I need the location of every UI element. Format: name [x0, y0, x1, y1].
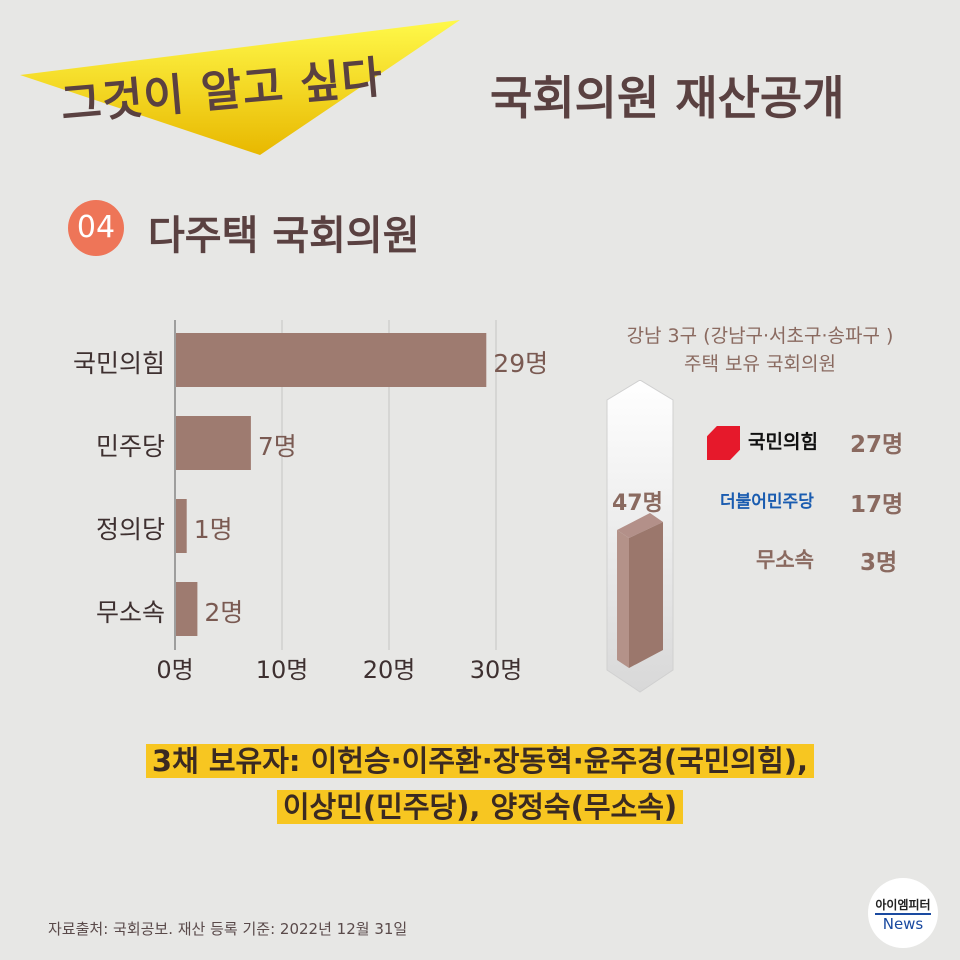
bar	[176, 582, 198, 636]
category-label: 국민의힘	[72, 349, 165, 378]
party-count-ppp: 27명	[850, 432, 904, 458]
gangnam-title: 강남 3구 (강남구·서초구·송파구 ) 주택 보유 국회의원	[580, 322, 940, 378]
x-tick-label: 10명	[255, 656, 309, 684]
data-label: 29명	[493, 349, 549, 378]
party-name-dp: 더불어민주당	[720, 492, 814, 512]
section-number-badge: 04	[68, 200, 124, 256]
three-house-owners-note: 3채 보유자: 이헌승·이주환·장동혁·윤주경(국민의힘), 이상민(민주당),…	[80, 738, 880, 830]
x-tick-label: 30명	[469, 656, 523, 684]
logo-bottom: News	[882, 915, 924, 933]
party-count-ind: 3명	[860, 550, 898, 576]
bar-chart	[174, 320, 497, 650]
note-line2: 이상민(민주당), 양정숙(무소속)	[276, 790, 684, 824]
data-label: 2명	[204, 598, 244, 627]
total-bar-graphic	[606, 380, 674, 693]
data-label: 1명	[193, 515, 233, 544]
party-name-ppp: 국민의힘	[748, 431, 818, 453]
category-label: 무소속	[95, 598, 165, 627]
logo-top: 아이엠피터	[875, 896, 931, 915]
bar	[176, 499, 187, 553]
bar	[176, 416, 251, 470]
section-title: 다주택 국회의원	[148, 213, 420, 259]
x-tick-label: 0명	[156, 656, 194, 684]
total-count: 47명	[612, 491, 663, 516]
category-label: 민주당	[95, 432, 165, 461]
category-label: 정의당	[95, 515, 165, 544]
party-count-dp: 17명	[850, 492, 904, 518]
x-tick-label: 20명	[362, 656, 416, 684]
page-title: 국회의원 재산공개	[490, 71, 845, 125]
data-label: 7명	[257, 432, 297, 461]
source-note: 자료출처: 국회공보. 재산 등록 기준: 2022년 12월 31일	[48, 920, 408, 938]
party-name-ind: 무소속	[756, 548, 814, 572]
banner-triangle	[20, 20, 460, 155]
gangnam-title-line1: 강남 3구 (강남구·서초구·송파구 )	[626, 325, 894, 347]
note-line1: 3채 보유자: 이헌승·이주환·장동혁·윤주경(국민의힘),	[145, 744, 815, 778]
news-logo: 아이엠피터 News	[868, 878, 938, 948]
gangnam-title-line2: 주택 보유 국회의원	[684, 353, 836, 375]
bar	[176, 333, 487, 387]
ppp-logo-mark	[707, 426, 740, 460]
